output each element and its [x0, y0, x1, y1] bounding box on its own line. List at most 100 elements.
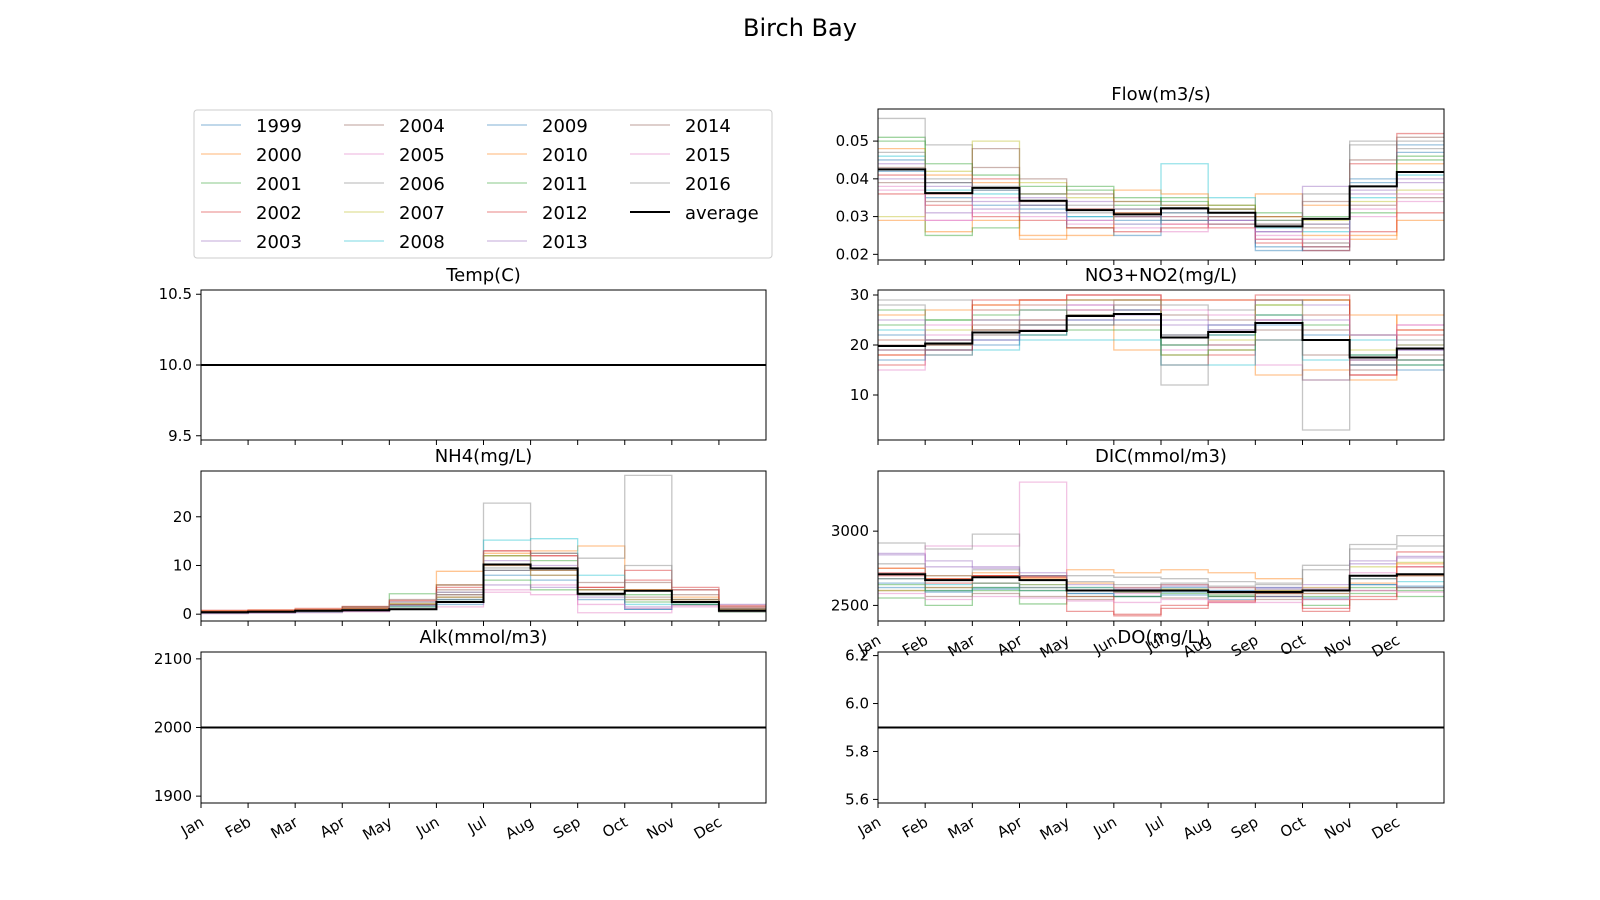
- no3-ytick-label: 10: [850, 386, 869, 404]
- legend-item-2015: 2015: [630, 145, 731, 166]
- dic-ytick-label: 2500: [831, 596, 869, 614]
- legend-label-average: average: [685, 203, 759, 224]
- legend-label-2011: 2011: [542, 174, 588, 195]
- legend-item-average: average: [630, 203, 759, 224]
- alk-title: Alk(mmol/m3): [420, 627, 548, 648]
- alk-ytick-label: 2000: [154, 719, 192, 737]
- temp-ytick-label: 10.5: [159, 285, 192, 303]
- panel-flow: Flow(m3/s) 0.02 0.03 0.04 0.05: [836, 84, 1445, 265]
- dic-series-group: [878, 481, 1444, 617]
- legend-item-2000: 2000: [201, 145, 302, 166]
- flow-series-2002: [878, 132, 1444, 252]
- panel-nh4: NH4(mg/L) 0 10 20: [173, 446, 767, 626]
- dic-series-2011: [878, 583, 1444, 598]
- alk-xtick-label: Jun: [412, 813, 442, 841]
- panel-alk: Alk(mmol/m3) 1900 2000 2100 Jan Feb Mar Apr May J…: [154, 627, 767, 844]
- do-ytick-label: 6.0: [845, 695, 869, 713]
- legend-label-2013: 2013: [542, 232, 588, 253]
- legend-label-2014: 2014: [685, 116, 731, 137]
- legend-label-2008: 2008: [399, 232, 445, 253]
- legend-item-2008: 2008: [344, 232, 445, 253]
- legend-item-2014: 2014: [630, 116, 731, 137]
- dic-xtick-label: Dec: [1369, 631, 1403, 661]
- dic-xtick-label: Sep: [1228, 631, 1261, 661]
- do-xtick-label: Nov: [1321, 813, 1355, 843]
- legend-label-1999: 1999: [256, 116, 302, 137]
- dic-ytick-label: 3000: [831, 522, 869, 540]
- do-ytick-label: 5.6: [845, 790, 869, 808]
- alk-xtick-label: Apr: [317, 812, 349, 841]
- legend-label-2000: 2000: [256, 145, 302, 166]
- alk-xtick-label: Jul: [464, 813, 490, 838]
- alk-xtick-label: Nov: [643, 813, 677, 843]
- legend-label-2007: 2007: [399, 203, 445, 224]
- do-ytick-label: 5.8: [845, 742, 869, 760]
- do-title: DO(mg/L): [1117, 627, 1204, 648]
- flow-series-2001: [878, 136, 1444, 244]
- legend-item-2010: 2010: [487, 145, 588, 166]
- do-xtick-label: Sep: [1228, 813, 1261, 843]
- nh4-ytick-label: 0: [182, 605, 192, 623]
- legend-label-2002: 2002: [256, 203, 302, 224]
- dic-xtick-label: May: [1037, 631, 1073, 662]
- dic-xtick-label: Feb: [899, 631, 931, 660]
- nh4-series-average: [201, 563, 766, 614]
- no3-series-2007: [878, 299, 1444, 351]
- flow-ytick-label: 0.02: [836, 245, 869, 263]
- flow-series-2010: [878, 147, 1444, 237]
- no3-title: NO3+NO2(mg/L): [1085, 265, 1237, 286]
- legend-item-2016: 2016: [630, 174, 731, 195]
- legend-item-2012: 2012: [487, 203, 588, 224]
- nh4-series-2005: [201, 584, 766, 615]
- panel-do: DO(mg/L) 5.6 5.8 6.0 6.2 Jan Feb Mar Apr May Jun Ju…: [845, 627, 1445, 844]
- dic-series-average: [878, 573, 1444, 594]
- no3-series-group: [878, 294, 1444, 431]
- legend-label-2001: 2001: [256, 174, 302, 195]
- legend-label-2004: 2004: [399, 116, 445, 137]
- nh4-ytick-label: 10: [173, 556, 192, 574]
- flow-ytick-label: 0.04: [836, 170, 869, 188]
- alk-ytick-label: 2100: [154, 650, 192, 668]
- legend-item-2001: 2001: [201, 174, 302, 195]
- do-ytick-label: 6.2: [845, 647, 869, 665]
- legend-label-2005: 2005: [399, 145, 445, 166]
- alk-xtick-label: Sep: [550, 813, 583, 843]
- dic-series-2009: [878, 583, 1444, 601]
- flow-series-average: [878, 168, 1444, 228]
- flow-series-group: [878, 117, 1444, 252]
- legend-item-2013: 2013: [487, 232, 588, 253]
- alk-xtick-label: Aug: [502, 813, 536, 843]
- dic-series-1999: [878, 582, 1444, 599]
- legend-item-2003: 2003: [201, 232, 302, 253]
- no3-series-2005: [878, 309, 1444, 381]
- dic-xtick-label: Mar: [945, 630, 979, 660]
- no3-series-average: [878, 313, 1444, 359]
- alk-xtick-label: Feb: [222, 813, 254, 842]
- alk-ytick-label: 1900: [154, 787, 192, 805]
- flow-series-2012: [878, 193, 1444, 248]
- temp-title: Temp(C): [445, 265, 521, 286]
- dic-xtick-label: Nov: [1321, 631, 1355, 661]
- legend-frame: [193, 109, 773, 259]
- do-xtick-label: Jun: [1090, 813, 1120, 841]
- no3-series-2011: [878, 309, 1444, 366]
- dic-xtick-label: Oct: [1277, 631, 1309, 660]
- nh4-title: NH4(mg/L): [435, 446, 533, 467]
- do-xtick-label: Aug: [1180, 813, 1214, 843]
- legend-label-2006: 2006: [399, 174, 445, 195]
- temp-ytick-label: 9.5: [168, 427, 192, 445]
- legend-label-2010: 2010: [542, 145, 588, 166]
- no3-series-2010: [878, 299, 1444, 331]
- do-xtick-label: Jul: [1141, 813, 1167, 838]
- legend-label-2012: 2012: [542, 203, 588, 224]
- dic-xtick-label: Jun: [1090, 631, 1120, 659]
- nh4-series-group: [201, 474, 766, 615]
- legend-item-2007: 2007: [344, 203, 445, 224]
- do-xtick-label: May: [1037, 813, 1073, 844]
- dic-title: DIC(mmol/m3): [1095, 446, 1227, 467]
- panel-temp: Temp(C) 9.5 10.0 10.5: [159, 265, 767, 445]
- do-xtick-label: Jan: [854, 813, 884, 841]
- no3-series-2006: [878, 299, 1444, 431]
- flow-series-2015: [878, 185, 1444, 244]
